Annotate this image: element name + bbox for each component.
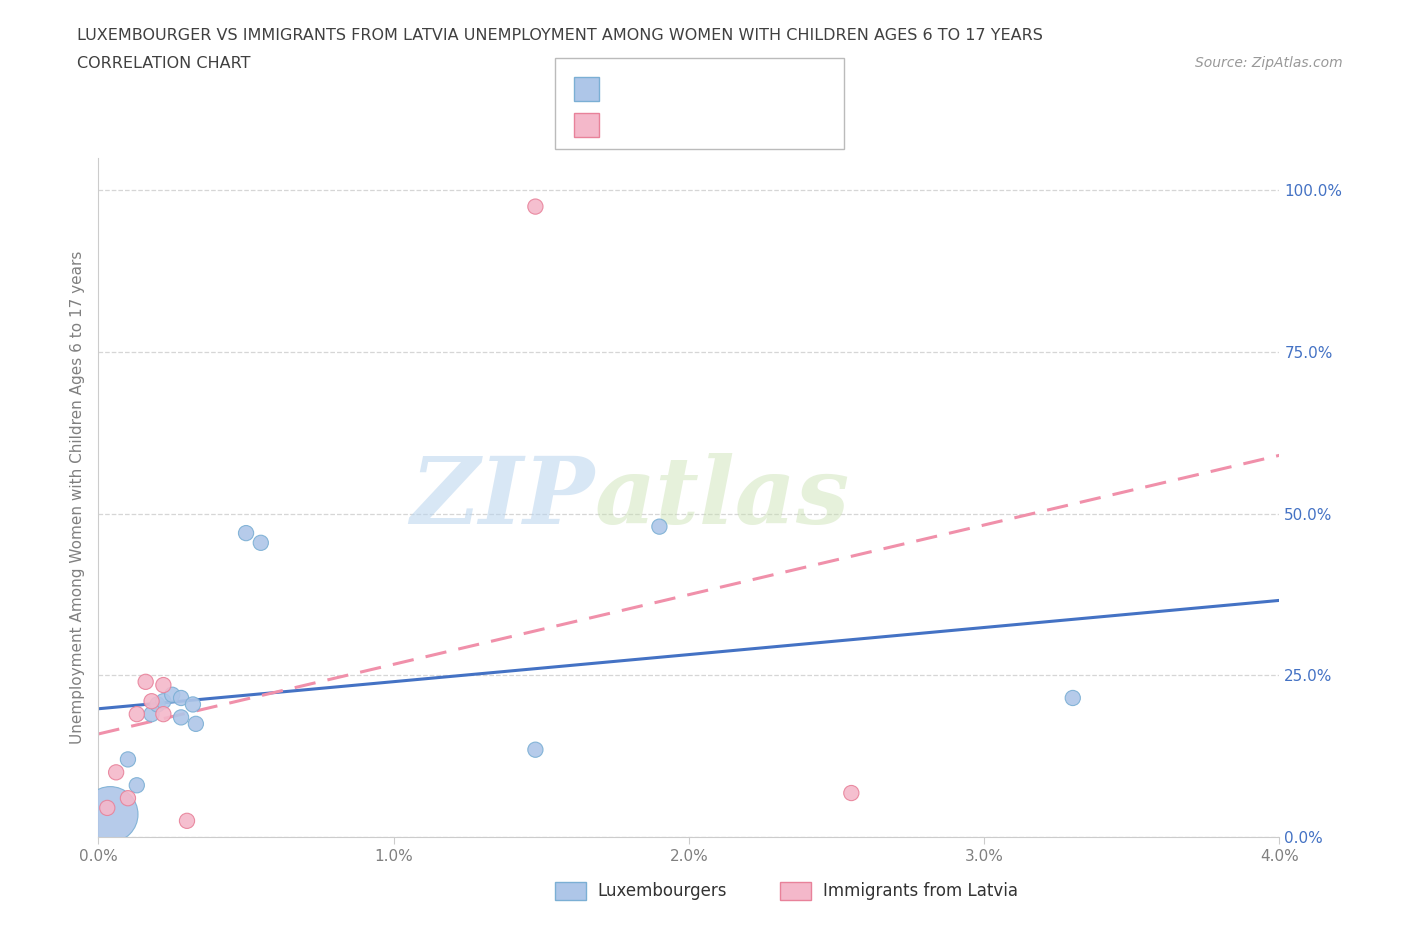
Point <box>524 742 547 757</box>
Point <box>105 764 128 779</box>
Point <box>146 697 169 711</box>
Point <box>152 678 174 693</box>
Text: Immigrants from Latvia: Immigrants from Latvia <box>823 882 1018 900</box>
Point <box>1062 691 1084 706</box>
Point <box>170 710 193 724</box>
Text: Source: ZipAtlas.com: Source: ZipAtlas.com <box>1195 56 1343 70</box>
Text: R =: R = <box>609 80 643 99</box>
Point <box>181 697 204 711</box>
Text: 0.091: 0.091 <box>651 115 707 134</box>
Point <box>152 707 174 722</box>
Text: R =: R = <box>609 115 643 134</box>
Point <box>235 525 257 540</box>
Text: N =: N = <box>710 80 744 99</box>
Text: CORRELATION CHART: CORRELATION CHART <box>77 56 250 71</box>
Point <box>117 790 139 805</box>
Point <box>176 814 198 829</box>
Point <box>125 707 148 722</box>
Point <box>170 691 193 706</box>
Text: N =: N = <box>710 115 744 134</box>
Point <box>648 519 671 534</box>
Point <box>141 707 163 722</box>
Point <box>98 807 121 822</box>
Point <box>135 674 157 689</box>
Point <box>141 694 163 709</box>
Text: ZIP: ZIP <box>411 453 595 542</box>
Point <box>117 752 139 767</box>
Point <box>524 199 547 214</box>
Text: atlas: atlas <box>595 453 849 542</box>
Point <box>250 536 273 551</box>
Text: Luxembourgers: Luxembourgers <box>598 882 727 900</box>
Text: 16: 16 <box>749 80 775 99</box>
Text: LUXEMBOURGER VS IMMIGRANTS FROM LATVIA UNEMPLOYMENT AMONG WOMEN WITH CHILDREN AG: LUXEMBOURGER VS IMMIGRANTS FROM LATVIA U… <box>77 28 1043 43</box>
Point <box>125 777 148 792</box>
Y-axis label: Unemployment Among Women with Children Ages 6 to 17 years: Unemployment Among Women with Children A… <box>70 251 86 744</box>
Point <box>839 786 862 801</box>
Point <box>152 694 174 709</box>
Point <box>96 801 118 816</box>
Point <box>184 716 207 731</box>
Point <box>162 687 183 702</box>
Text: 0.191: 0.191 <box>651 80 707 99</box>
Text: 11: 11 <box>749 115 775 134</box>
